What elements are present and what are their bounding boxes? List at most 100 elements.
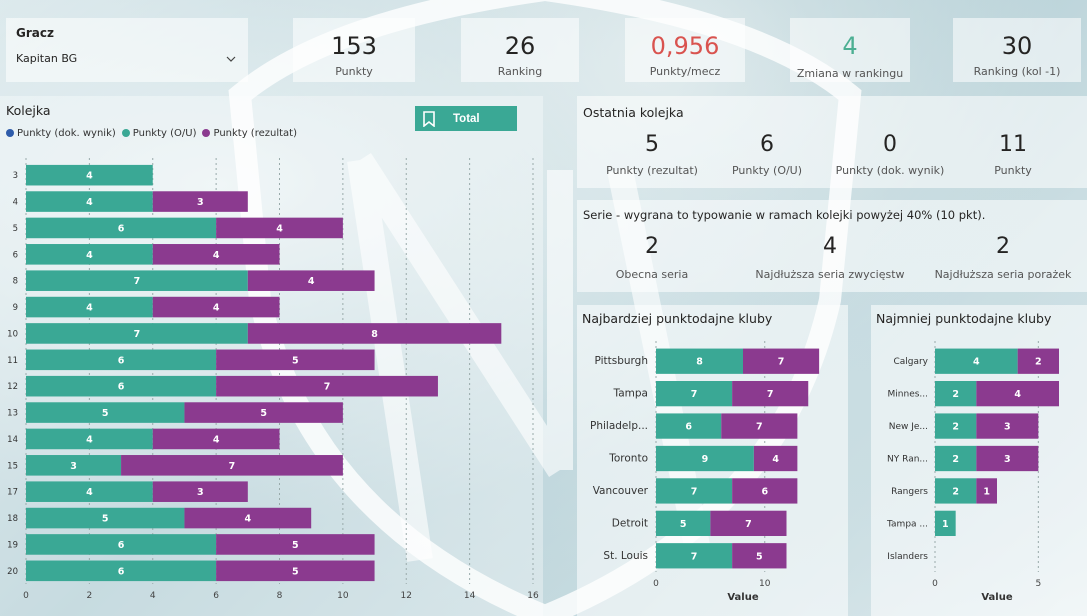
x-tick-label: 10 bbox=[759, 579, 771, 589]
bar-segment[interactable] bbox=[26, 428, 153, 450]
bar-segment[interactable] bbox=[216, 349, 375, 371]
bar-segment[interactable] bbox=[656, 413, 722, 439]
bar-segment[interactable] bbox=[656, 510, 711, 537]
category-label: NY Ran... bbox=[887, 455, 928, 465]
bar-segment[interactable] bbox=[710, 510, 787, 537]
bar-segment[interactable] bbox=[26, 164, 153, 186]
bar-segment[interactable] bbox=[152, 296, 280, 318]
bookmark-icon bbox=[423, 110, 435, 127]
kpi-label: Ranking bbox=[497, 65, 543, 78]
category-label: 20 bbox=[7, 567, 18, 577]
legend-item[interactable]: Punkty (O/U) bbox=[121, 128, 196, 139]
bar-segment[interactable] bbox=[976, 413, 1039, 439]
category-label: Calgary bbox=[893, 357, 928, 367]
bar-segment[interactable] bbox=[216, 217, 343, 239]
bar-segment[interactable] bbox=[247, 270, 375, 291]
bar-segment[interactable] bbox=[26, 534, 217, 555]
bar-segment[interactable] bbox=[743, 348, 820, 374]
category-label: St. Louis bbox=[603, 550, 648, 562]
kpi-card-punkty: 153 Punkty bbox=[293, 18, 415, 82]
bar-segment[interactable] bbox=[656, 445, 754, 472]
bar-segment[interactable] bbox=[184, 507, 312, 529]
bar-segment[interactable] bbox=[1017, 348, 1059, 374]
bar-segment[interactable] bbox=[152, 428, 280, 450]
data-label: 3 bbox=[1004, 454, 1011, 465]
bar-segment[interactable] bbox=[976, 380, 1059, 407]
kpi-card-punkty-mecz: 0,956 Punkty/mecz bbox=[625, 18, 745, 82]
bar-segment[interactable] bbox=[656, 543, 733, 569]
x-tick-label: 8 bbox=[277, 591, 283, 601]
bar-segment[interactable] bbox=[935, 510, 956, 537]
bar-segment[interactable] bbox=[216, 375, 438, 397]
data-label: 4 bbox=[86, 171, 93, 182]
data-label: 4 bbox=[772, 454, 779, 465]
chevron-down-icon[interactable] bbox=[226, 54, 236, 64]
bar-segment[interactable] bbox=[753, 445, 798, 472]
bar-segment[interactable] bbox=[935, 348, 1018, 374]
bar-segment[interactable] bbox=[26, 191, 153, 212]
bar-segment[interactable] bbox=[656, 380, 733, 407]
bar-segment[interactable] bbox=[935, 380, 977, 407]
bar-segment[interactable] bbox=[26, 323, 248, 344]
data-label: 5 bbox=[292, 540, 299, 551]
bar-segment[interactable] bbox=[121, 455, 343, 476]
bar-segment[interactable] bbox=[152, 244, 280, 265]
x-tick-label: 0 bbox=[932, 579, 938, 589]
serie-stat: 4 Najdłuższa seria zwycięstw bbox=[755, 234, 905, 281]
bar-segment[interactable] bbox=[26, 402, 185, 423]
bar-segment[interactable] bbox=[26, 507, 185, 529]
category-label: 6 bbox=[13, 250, 18, 260]
category-label: Minnes... bbox=[888, 390, 928, 400]
bar-segment[interactable] bbox=[26, 455, 122, 476]
bar-segment[interactable] bbox=[152, 191, 248, 212]
bar-segment[interactable] bbox=[26, 349, 217, 371]
bar-segment[interactable] bbox=[732, 478, 798, 504]
bar-segment[interactable] bbox=[976, 445, 1039, 472]
bar-segment[interactable] bbox=[26, 270, 248, 291]
category-label: 4 bbox=[13, 198, 18, 208]
kolejka-title: Kolejka bbox=[6, 103, 51, 118]
data-label: 5 bbox=[260, 408, 267, 419]
bar-segment[interactable] bbox=[247, 323, 502, 344]
data-label: 5 bbox=[292, 566, 299, 577]
data-label: 3 bbox=[1004, 422, 1011, 433]
ostatnia-title: Ostatnia kolejka bbox=[583, 105, 684, 120]
kpi-card-ranking-prev: 30 Ranking (kol -1) bbox=[953, 18, 1081, 82]
slicer-selected-value[interactable]: Kapitan BG bbox=[16, 52, 78, 65]
bar-segment[interactable] bbox=[656, 478, 733, 504]
kpi-value: 26 bbox=[504, 32, 536, 60]
x-tick-label: 0 bbox=[653, 579, 659, 589]
bar-segment[interactable] bbox=[26, 375, 217, 397]
data-label: 8 bbox=[371, 329, 378, 340]
player-slicer[interactable]: Gracz Kapitan BG bbox=[6, 18, 248, 82]
category-label: Philadelp... bbox=[590, 420, 648, 432]
bar-segment[interactable] bbox=[216, 560, 375, 582]
category-label: 17 bbox=[7, 488, 18, 498]
bar-segment[interactable] bbox=[976, 478, 997, 504]
bar-segment[interactable] bbox=[935, 445, 977, 472]
category-label: 15 bbox=[7, 461, 18, 471]
bar-segment[interactable] bbox=[732, 380, 809, 407]
bar-segment[interactable] bbox=[26, 217, 217, 239]
bar-segment[interactable] bbox=[26, 481, 153, 502]
legend-item[interactable]: Punkty (rezultat) bbox=[202, 128, 297, 139]
bar-segment[interactable] bbox=[152, 481, 248, 502]
category-label: 13 bbox=[7, 409, 18, 419]
serie-stat: 2 Obecna seria bbox=[615, 234, 689, 281]
legend-item[interactable]: Punkty (dok. wynik) bbox=[6, 128, 116, 139]
bar-segment[interactable] bbox=[26, 560, 217, 582]
bar-segment[interactable] bbox=[216, 534, 375, 555]
bar-segment[interactable] bbox=[26, 244, 153, 265]
bar-segment[interactable] bbox=[184, 402, 343, 423]
bar-segment[interactable] bbox=[732, 543, 787, 569]
ostatnia-stat: 5 Punkty (rezultat) bbox=[606, 132, 698, 177]
bar-segment[interactable] bbox=[721, 413, 798, 439]
bar-segment[interactable] bbox=[656, 348, 743, 374]
bar-segment[interactable] bbox=[935, 478, 977, 504]
total-bookmark-button[interactable]: Total bbox=[415, 106, 517, 131]
x-axis-label: Value bbox=[727, 592, 758, 603]
bar-segment[interactable] bbox=[26, 296, 153, 318]
kpi-value: 153 bbox=[331, 32, 377, 60]
category-label: Detroit bbox=[612, 517, 648, 529]
bar-segment[interactable] bbox=[935, 413, 977, 439]
